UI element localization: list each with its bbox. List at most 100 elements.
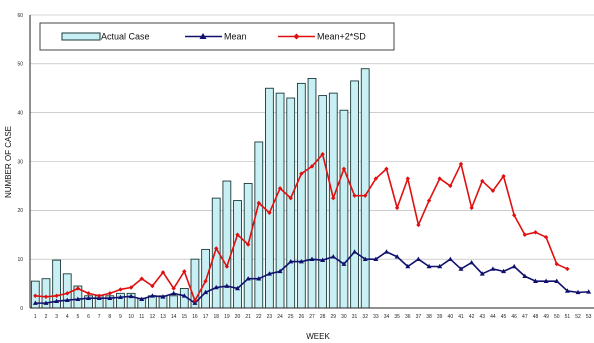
x-tick-label: 48 xyxy=(533,314,539,320)
y-axis-label: NUMBER OF CASE xyxy=(4,126,13,198)
mean2sd-point xyxy=(352,193,357,198)
bar xyxy=(254,141,264,309)
mean2sd-point xyxy=(394,205,400,211)
x-tick-label: 12 xyxy=(150,314,156,320)
bar xyxy=(296,82,306,309)
mean-point xyxy=(32,300,38,305)
bar xyxy=(147,295,157,309)
mean2sd-point xyxy=(182,269,187,274)
x-tick-label: 2 xyxy=(45,314,48,320)
mean2sd-point xyxy=(522,232,528,237)
mean-point xyxy=(277,268,283,274)
x-tick-label: 13 xyxy=(160,314,166,320)
y-tick-label: 20 xyxy=(17,208,23,214)
mean2sd-point xyxy=(384,166,389,172)
mean-point xyxy=(437,263,443,269)
mean-point xyxy=(117,294,123,300)
legend-label-mean2sd: Mean+2*SD xyxy=(317,32,366,42)
x-tick-label: 34 xyxy=(384,314,390,320)
mean-point xyxy=(213,284,219,290)
mean-point xyxy=(543,278,549,283)
mean2sd-point xyxy=(299,171,304,176)
x-tick-label: 1 xyxy=(34,314,37,320)
x-tick-label: 29 xyxy=(331,314,337,320)
mean2sd-point xyxy=(224,264,230,269)
x-tick-label: 20 xyxy=(235,314,241,320)
y-tick-label: 50 xyxy=(17,62,23,68)
mean-point xyxy=(352,249,358,254)
x-tick-label: 25 xyxy=(288,314,294,320)
mean-point xyxy=(128,293,134,299)
bar xyxy=(62,273,72,309)
x-axis-label: WEEK xyxy=(306,332,330,341)
x-tick-label: 11 xyxy=(139,314,144,320)
mean-point xyxy=(330,254,336,259)
mean2sd-point xyxy=(309,164,315,169)
mean2sd-point xyxy=(171,286,176,291)
bars xyxy=(30,68,370,309)
mean2sd-point xyxy=(480,178,485,184)
x-tick-label: 53 xyxy=(586,314,592,320)
x-tick-label: 23 xyxy=(267,314,273,320)
y-tick-label: 60 xyxy=(17,13,23,19)
mean-point xyxy=(149,293,155,298)
x-tick-label: 43 xyxy=(479,314,485,320)
legend: Actual Case Mean Mean+2*SD xyxy=(39,22,395,51)
x-tick-label: 9 xyxy=(119,314,122,320)
mean2sd-point xyxy=(33,293,38,298)
mean-point xyxy=(107,295,113,301)
x-tick-label: 4 xyxy=(66,314,69,320)
mean2sd-point xyxy=(331,195,336,201)
x-tick-label: 15 xyxy=(182,314,188,320)
mean2sd-point xyxy=(405,176,410,181)
mean2sd-point xyxy=(363,193,368,198)
bar xyxy=(328,92,338,309)
x-tick-label: 3 xyxy=(55,314,58,320)
bar xyxy=(169,295,179,309)
x-tick-label: 45 xyxy=(501,314,507,320)
y-tick-label: 0 xyxy=(20,306,23,312)
mean-point xyxy=(235,285,241,291)
mean2sd-point xyxy=(43,294,49,299)
mean2sd-point xyxy=(426,198,432,203)
mean-point xyxy=(43,300,49,305)
x-tick-label: 52 xyxy=(575,314,581,320)
x-tick-label: 33 xyxy=(373,314,379,320)
mean2sd-point xyxy=(288,195,293,201)
y-tick-label: 30 xyxy=(17,159,23,165)
mean-point xyxy=(298,259,304,264)
x-tick-label: 35 xyxy=(394,314,400,320)
mean2sd-point xyxy=(107,291,113,296)
mean-point xyxy=(75,296,81,302)
y-tick-label: 10 xyxy=(17,257,23,263)
mean-point xyxy=(86,295,92,301)
x-tick-label: 5 xyxy=(76,314,79,320)
x-tick-label: 10 xyxy=(128,314,134,320)
bar xyxy=(339,109,349,309)
mean-point xyxy=(64,297,70,302)
mean2sd-point xyxy=(118,287,123,292)
mean2sd-point xyxy=(416,222,421,228)
x-tick-label: 42 xyxy=(469,314,475,320)
x-tick-label: 32 xyxy=(362,314,368,320)
mean2sd-point xyxy=(214,246,219,251)
mean-point xyxy=(245,276,251,281)
mean-point xyxy=(490,266,496,271)
mean2sd-point xyxy=(128,285,134,290)
mean2sd-point xyxy=(437,176,442,181)
mean2sd-point xyxy=(490,188,496,193)
mean-point xyxy=(54,298,60,303)
x-tick-label: 30 xyxy=(341,314,347,320)
bar xyxy=(233,200,242,309)
x-tick-label: 18 xyxy=(213,314,219,320)
mean-point xyxy=(203,289,209,295)
legend-label-mean: Mean xyxy=(224,32,247,42)
x-tick-label: 6 xyxy=(87,314,90,320)
x-tick-label: 31 xyxy=(352,314,358,320)
mean-point xyxy=(405,263,411,269)
x-tick-label: 40 xyxy=(448,314,454,320)
mean2sd-point xyxy=(65,291,70,296)
mean2sd-point xyxy=(235,232,240,237)
mean-point xyxy=(447,256,453,261)
